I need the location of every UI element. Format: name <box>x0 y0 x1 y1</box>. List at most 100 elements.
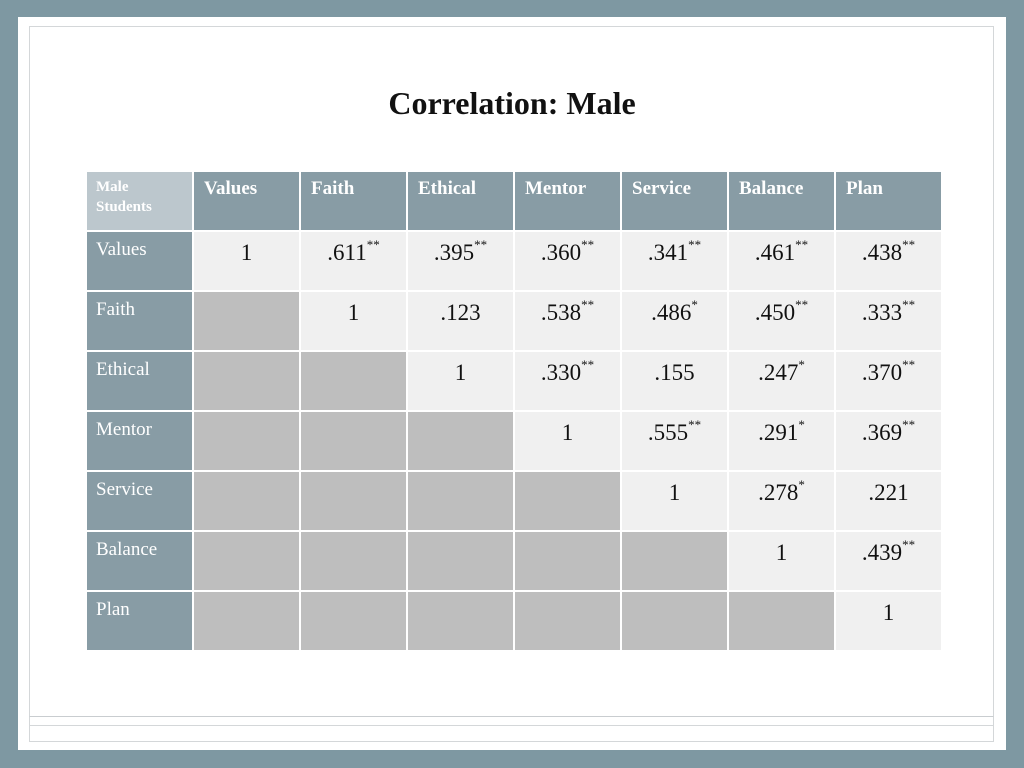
column-header-faith: Faith <box>301 172 406 230</box>
correlation-cell: .538** <box>515 292 620 350</box>
column-header-ethical: Ethical <box>408 172 513 230</box>
correlation-table: Male Students Values Faith Ethical Mento… <box>85 170 943 652</box>
correlation-value: .278 <box>758 480 799 505</box>
significance-marker: ** <box>688 417 702 433</box>
correlation-cell: 1 <box>408 352 513 410</box>
row-header-ethical: Ethical <box>87 352 192 410</box>
empty-cell <box>194 412 299 470</box>
correlation-cell: .330** <box>515 352 620 410</box>
significance-marker: ** <box>474 237 488 253</box>
correlation-value: .221 <box>868 480 909 505</box>
correlation-cell: .461** <box>729 232 834 290</box>
significance-marker: * <box>798 357 805 373</box>
row-header-balance: Balance <box>87 532 192 590</box>
correlation-value: .395 <box>433 240 475 265</box>
correlation-value: .611 <box>327 240 367 265</box>
correlation-value: .370 <box>861 360 903 385</box>
row-header-service: Service <box>87 472 192 530</box>
correlation-value: .369 <box>861 420 903 445</box>
empty-cell <box>408 532 513 590</box>
slide: Correlation: Male Male Students Values F… <box>18 17 1006 750</box>
empty-cell <box>622 532 727 590</box>
correlation-cell: 1 <box>301 292 406 350</box>
correlation-value: .439 <box>861 540 903 565</box>
table-row: Balance 1 .439** <box>87 532 941 590</box>
correlation-value: 1 <box>668 480 681 505</box>
correlation-value: .291 <box>758 420 799 445</box>
correlation-value: .461 <box>754 240 796 265</box>
correlation-cell: .395** <box>408 232 513 290</box>
empty-cell <box>408 412 513 470</box>
table-corner-cell: Male Students <box>87 172 192 230</box>
correlation-cell: .155 <box>622 352 727 410</box>
row-header-faith: Faith <box>87 292 192 350</box>
row-header-plan: Plan <box>87 592 192 650</box>
table-row: Service 1 .278* .221 <box>87 472 941 530</box>
correlation-value: .123 <box>440 300 481 325</box>
correlation-value: .538 <box>540 300 582 325</box>
correlation-value: .155 <box>654 360 695 385</box>
row-header-mentor: Mentor <box>87 412 192 470</box>
correlation-value: .438 <box>861 240 903 265</box>
empty-cell <box>194 532 299 590</box>
empty-cell <box>301 352 406 410</box>
empty-cell <box>194 592 299 650</box>
significance-marker: ** <box>902 237 916 253</box>
correlation-cell: .341** <box>622 232 727 290</box>
column-header-balance: Balance <box>729 172 834 230</box>
correlation-value: .555 <box>647 420 689 445</box>
correlation-cell: .439** <box>836 532 941 590</box>
correlation-cell: .278* <box>729 472 834 530</box>
significance-marker: ** <box>902 417 916 433</box>
correlation-cell: .438** <box>836 232 941 290</box>
empty-cell <box>301 472 406 530</box>
significance-marker: ** <box>581 237 595 253</box>
empty-cell <box>301 412 406 470</box>
corner-label-line-2: Students <box>96 199 152 215</box>
correlation-cell: .360** <box>515 232 620 290</box>
table-row: Plan 1 <box>87 592 941 650</box>
column-header-mentor: Mentor <box>515 172 620 230</box>
slide-title: Correlation: Male <box>388 85 636 121</box>
empty-cell <box>194 292 299 350</box>
correlation-cell: .370** <box>836 352 941 410</box>
row-header-values: Values <box>87 232 192 290</box>
significance-marker: ** <box>902 297 916 313</box>
table-row: Faith 1.123.538** .486* .450** .333** <box>87 292 941 350</box>
significance-marker: ** <box>902 537 916 553</box>
correlation-cell: 1 <box>194 232 299 290</box>
correlation-value: .330 <box>540 360 582 385</box>
correlation-cell: .291* <box>729 412 834 470</box>
correlation-value: 1 <box>775 540 788 565</box>
significance-marker: ** <box>795 297 809 313</box>
correlation-value: .486 <box>651 300 692 325</box>
significance-marker: * <box>798 417 805 433</box>
correlation-cell: .555** <box>622 412 727 470</box>
correlation-value: 1 <box>347 300 360 325</box>
correlation-cell: .486* <box>622 292 727 350</box>
significance-marker: ** <box>581 297 595 313</box>
empty-cell <box>194 352 299 410</box>
table-header-row: Male Students Values Faith Ethical Mento… <box>87 172 941 230</box>
correlation-cell: 1 <box>729 532 834 590</box>
empty-cell <box>622 592 727 650</box>
column-header-values: Values <box>194 172 299 230</box>
correlation-value: .247 <box>758 360 799 385</box>
empty-cell <box>515 532 620 590</box>
significance-marker: ** <box>366 237 380 253</box>
correlation-cell: 1 <box>836 592 941 650</box>
empty-cell <box>408 472 513 530</box>
significance-marker: * <box>691 297 698 313</box>
empty-cell <box>515 592 620 650</box>
significance-marker: ** <box>795 237 809 253</box>
correlation-cell: .611** <box>301 232 406 290</box>
significance-marker: * <box>798 477 805 493</box>
table-row: Values 1.611** .395** .360** .341** .461** .43… <box>87 232 941 290</box>
correlation-value: .450 <box>754 300 796 325</box>
correlation-value: 1 <box>882 600 895 625</box>
table-body: Values 1.611** .395** .360** .341** .461** .43… <box>87 232 941 650</box>
correlation-value: .341 <box>647 240 689 265</box>
correlation-cell: .221 <box>836 472 941 530</box>
correlation-value: 1 <box>561 420 574 445</box>
column-header-service: Service <box>622 172 727 230</box>
